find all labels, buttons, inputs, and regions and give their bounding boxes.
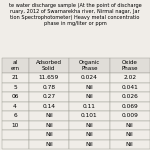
Text: te water discharge sample (At the point of discharge
ruary, 2012 of Swarnarekha : te water discharge sample (At the point … (9, 3, 141, 26)
